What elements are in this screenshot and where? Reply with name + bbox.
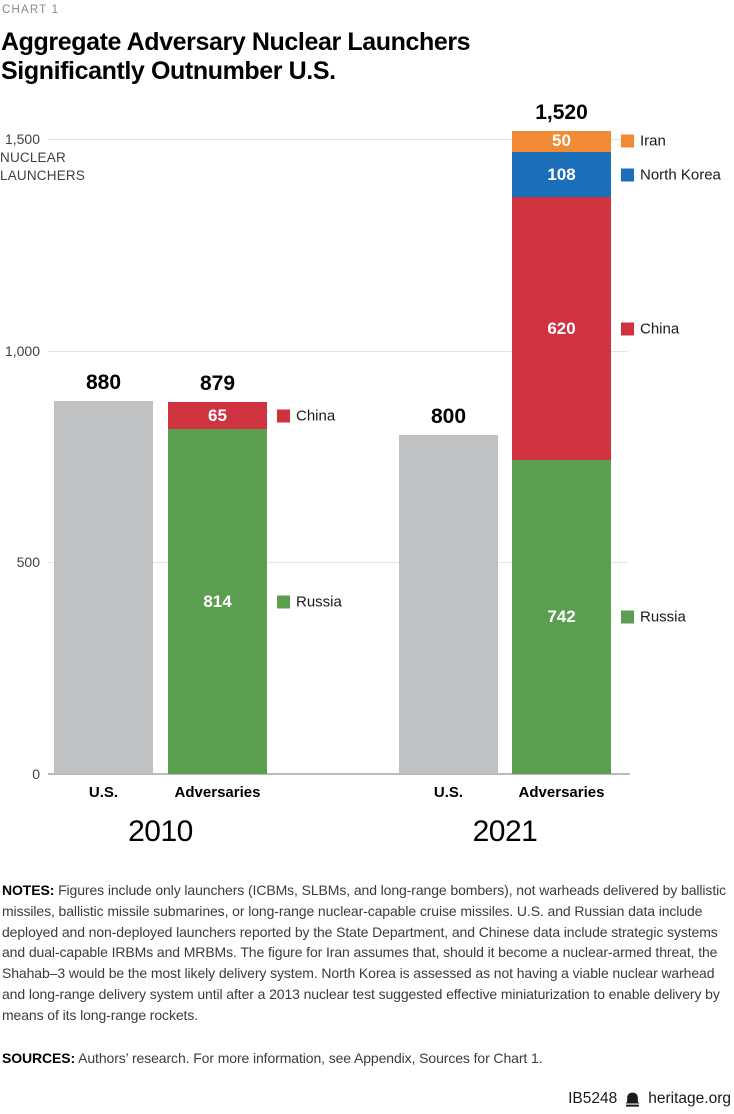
bar-total-label-adversaries-2010: 879 — [199, 371, 236, 395]
liberty-bell-icon — [624, 1092, 641, 1107]
notes-block: NOTES: Figures include only launchers (I… — [2, 880, 733, 1026]
chart-title-line1: Aggregate Adversary Nuclear Launchers — [1, 28, 471, 56]
footer-doc-id: IB5248 — [568, 1090, 618, 1107]
segment-value-label-russia-2021: 742 — [547, 606, 576, 626]
x-axis-baseline — [48, 773, 630, 775]
segment-china-2021 — [512, 197, 611, 460]
y-tick-label-1500: 1,500 — [4, 131, 40, 147]
chart-kicker: CHART 1 — [2, 4, 60, 16]
bar-total-label-u-s-2010: 880 — [85, 371, 122, 395]
y-gridline-1000 — [48, 350, 628, 352]
y-gridline-500 — [48, 562, 628, 564]
legend-label-china-2021: China — [640, 320, 680, 338]
sources-text: Authors’ research. For more information,… — [75, 1050, 543, 1066]
bar-category-label-u-s-2021: U.S. — [433, 784, 464, 801]
segment-value-label-iran-2021: 50 — [552, 131, 571, 151]
legend-swatch-china-2021 — [621, 322, 634, 336]
legend-label-iran-2021: Iran — [640, 132, 666, 150]
bar-category-label-adversaries-2010: Adversaries — [174, 784, 261, 801]
chart-title: Aggregate Adversary Nuclear Launchers Si… — [1, 28, 471, 86]
segment-value-label-north-korea-2021: 108 — [547, 164, 576, 184]
footer-site-link[interactable]: heritage.org — [648, 1090, 731, 1107]
footer: IB5248 heritage.org — [568, 1090, 731, 1108]
segment-value-label-china-2021: 620 — [547, 318, 576, 338]
y-tick-label-500: 500 — [16, 554, 40, 571]
notes-label: NOTES: — [2, 882, 55, 898]
legend-label-north-korea-2021: North Korea — [640, 166, 721, 184]
legend-label-china-2010: China — [296, 407, 336, 425]
y-gridline-1500 — [48, 139, 628, 140]
legend-swatch-north-korea-2021 — [621, 168, 634, 182]
legend-label-russia-2021: Russia — [640, 608, 686, 626]
chart-title-line2: Significantly Outnumber U.S. — [1, 57, 336, 85]
segment-u-s-2010 — [54, 401, 153, 774]
legend-swatch-russia-2021 — [621, 610, 634, 624]
legend-swatch-russia-2010 — [277, 595, 290, 609]
bar-total-label-u-s-2021: 800 — [430, 405, 467, 429]
segment-value-label-china-2010: 65 — [208, 405, 227, 425]
segment-china-2010 — [168, 401, 267, 430]
legend-swatch-china-2010 — [277, 409, 290, 423]
segment-value-label-russia-2010: 814 — [203, 591, 232, 611]
y-axis-label: NUCLEAR LAUNCHERS — [0, 150, 86, 183]
segment-north-korea-2021 — [512, 151, 611, 198]
segment-u-s-2021 — [399, 435, 498, 774]
sources-block: SOURCES: Authors’ research. For more inf… — [2, 1048, 733, 1068]
year-label-2021: 2021 — [472, 815, 538, 848]
bar-category-label-u-s-2010: U.S. — [88, 784, 119, 801]
bar-category-label-adversaries-2021: Adversaries — [518, 784, 605, 801]
sources-label: SOURCES: — [2, 1050, 76, 1066]
segment-iran-2021 — [512, 130, 611, 152]
y-tick-label-0: 0 — [32, 766, 40, 782]
legend-swatch-iran-2021 — [621, 134, 634, 148]
y-tick-label-1000: 1,000 — [4, 342, 40, 359]
bar-total-label-adversaries-2021: 1,520 — [535, 100, 588, 124]
segment-russia-2010 — [168, 429, 267, 774]
legend-label-russia-2010: Russia — [296, 593, 342, 611]
notes-text: Figures include only launchers (ICBMs, S… — [2, 882, 727, 1023]
segment-russia-2021 — [512, 459, 611, 774]
year-label-2010: 2010 — [128, 815, 193, 848]
